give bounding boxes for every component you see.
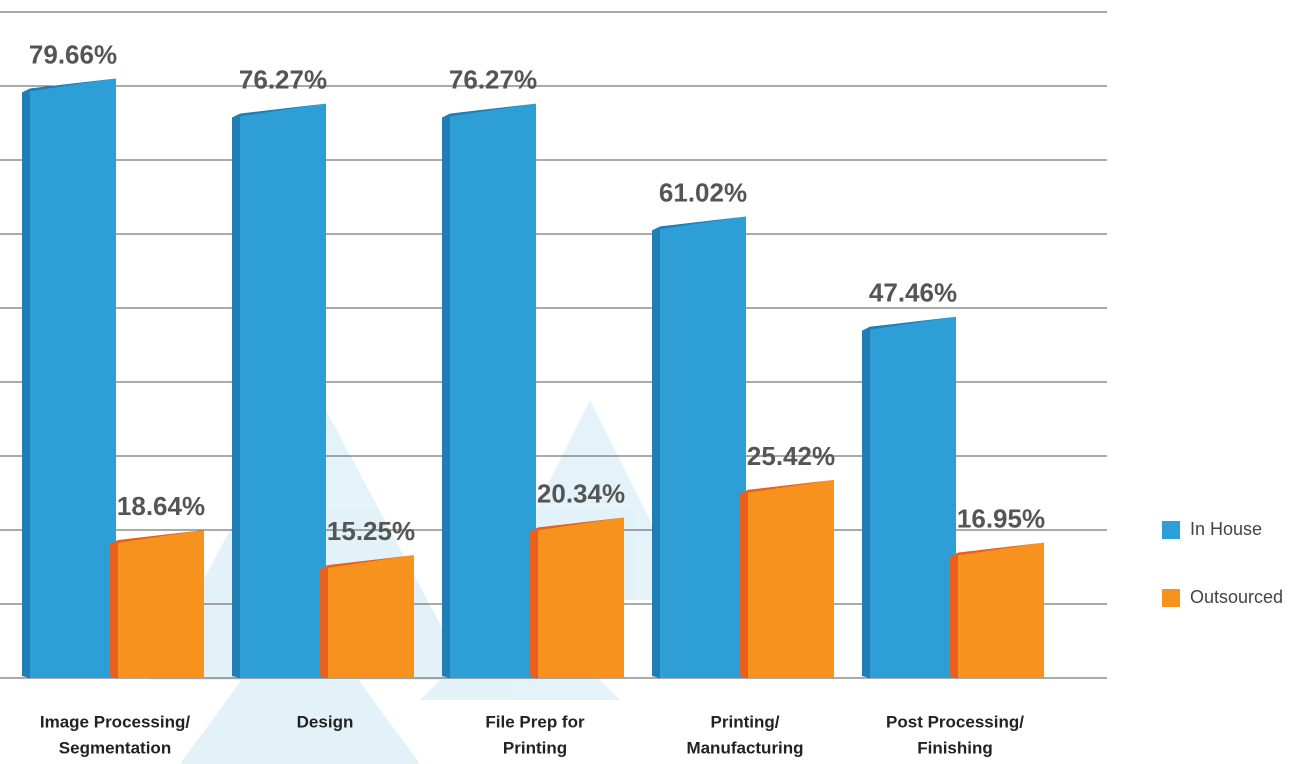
bar (118, 530, 204, 678)
bar (538, 517, 624, 678)
bar-side (740, 489, 748, 678)
legend-label: In House (1190, 519, 1262, 539)
bar-side (320, 565, 328, 678)
bar (870, 316, 956, 678)
value-label: 76.27% (449, 64, 537, 94)
x-tick-label: Post Processing/ (886, 712, 1024, 731)
bar (958, 542, 1044, 678)
bar (30, 78, 116, 679)
bar-side (652, 226, 660, 678)
x-tick-label: Design (297, 712, 354, 731)
x-tick-label: Manufacturing (686, 738, 803, 757)
value-label: 25.42% (747, 441, 835, 471)
value-label: 76.27% (239, 64, 327, 94)
bar-side (22, 88, 30, 679)
x-tick-label: Finishing (917, 738, 993, 757)
bg-triangle (180, 600, 420, 764)
value-label: 61.02% (659, 177, 747, 207)
bar (240, 103, 326, 679)
value-label: 18.64% (117, 491, 205, 521)
value-label: 16.95% (957, 503, 1045, 533)
x-tick-label: Image Processing/ (40, 712, 191, 731)
bar (748, 479, 834, 678)
legend-label: Outsourced (1190, 587, 1283, 607)
value-label: 20.34% (537, 478, 625, 508)
x-tick-label: Printing (503, 738, 567, 757)
bar-side (232, 113, 240, 679)
legend-swatch (1162, 589, 1180, 607)
bar-side (110, 540, 118, 678)
x-tick-label: Printing/ (711, 712, 780, 731)
bar-side (442, 113, 450, 679)
value-label: 79.66% (29, 39, 117, 69)
bar-side (530, 527, 538, 678)
value-label: 15.25% (327, 516, 415, 546)
legend-swatch (1162, 521, 1180, 539)
bar (328, 555, 414, 678)
bar-side (950, 552, 958, 678)
x-tick-label: Segmentation (59, 738, 171, 757)
bar (450, 103, 536, 679)
value-label: 47.46% (869, 278, 957, 308)
bar-side (862, 326, 870, 678)
x-tick-label: File Prep for (485, 712, 585, 731)
bar (660, 216, 746, 678)
